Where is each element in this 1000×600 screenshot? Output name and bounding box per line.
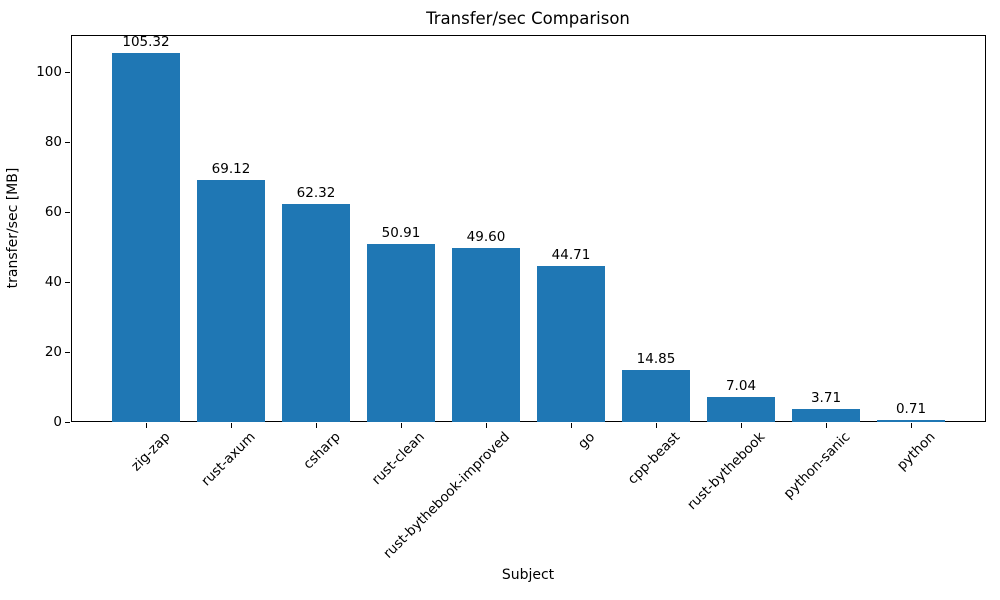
x-tick-label: go [575,429,599,453]
bar-value-label: 50.91 [381,224,421,241]
x-tick [400,423,402,428]
bar-value-label: 44.71 [551,246,591,263]
x-tick-label: rust-axum [198,429,259,490]
y-tick [65,281,70,283]
bar-value-label: 62.32 [296,184,336,201]
y-tick [65,351,70,353]
bar-value-label: 0.71 [895,400,927,417]
bar-value-label: 3.71 [810,390,842,407]
x-tick-label: python-sanic [780,429,854,502]
bar-rust-bythebook [707,397,775,422]
bar-python [877,419,945,422]
bar-python-sanic [792,409,860,422]
bar-zig-zap [112,53,180,422]
x-tick-label: csharp [299,429,344,473]
chart-title: Transfer/sec Comparison [426,9,630,28]
y-tick [65,421,70,423]
bar-rust-bythebook-improved [452,248,520,422]
x-tick-label: python [893,429,939,474]
y-tick [65,141,70,143]
x-tick [825,423,827,428]
y-tick-label: 100 [36,64,62,81]
bar-go [537,265,605,422]
y-tick [65,211,70,213]
x-tick [145,423,147,428]
bar-value-label: 49.60 [466,229,506,246]
bar-value-label: 14.85 [636,351,676,368]
bar-rust-axum [197,180,265,422]
x-tick [740,423,742,428]
y-tick-label: 60 [44,204,62,221]
x-tick-label: rust-bythebook [684,429,769,514]
bar-value-label: 69.12 [211,161,251,178]
y-tick [65,71,70,73]
x-tick [315,423,317,428]
bar-cpp-beast [622,370,690,422]
y-axis-label: transfer/sec [MB] [5,167,21,289]
x-tick-label: zig-zap [127,429,174,475]
bar-csharp [282,203,350,422]
x-tick [910,423,912,428]
y-tick-label: 80 [44,134,62,151]
x-tick [485,423,487,428]
x-tick-label: cpp-beast [624,429,684,488]
x-tick [230,423,232,428]
bar-rust-clean [367,243,435,422]
x-axis-label: Subject [501,567,555,583]
x-tick [655,423,657,428]
x-tick-label: rust-clean [369,429,429,489]
x-tick [570,423,572,428]
bar-value-label: 105.32 [122,34,170,51]
y-tick-label: 40 [44,274,62,291]
bar-value-label: 7.04 [725,378,757,395]
y-tick-label: 20 [44,344,62,360]
y-tick-label: 0 [53,414,62,430]
